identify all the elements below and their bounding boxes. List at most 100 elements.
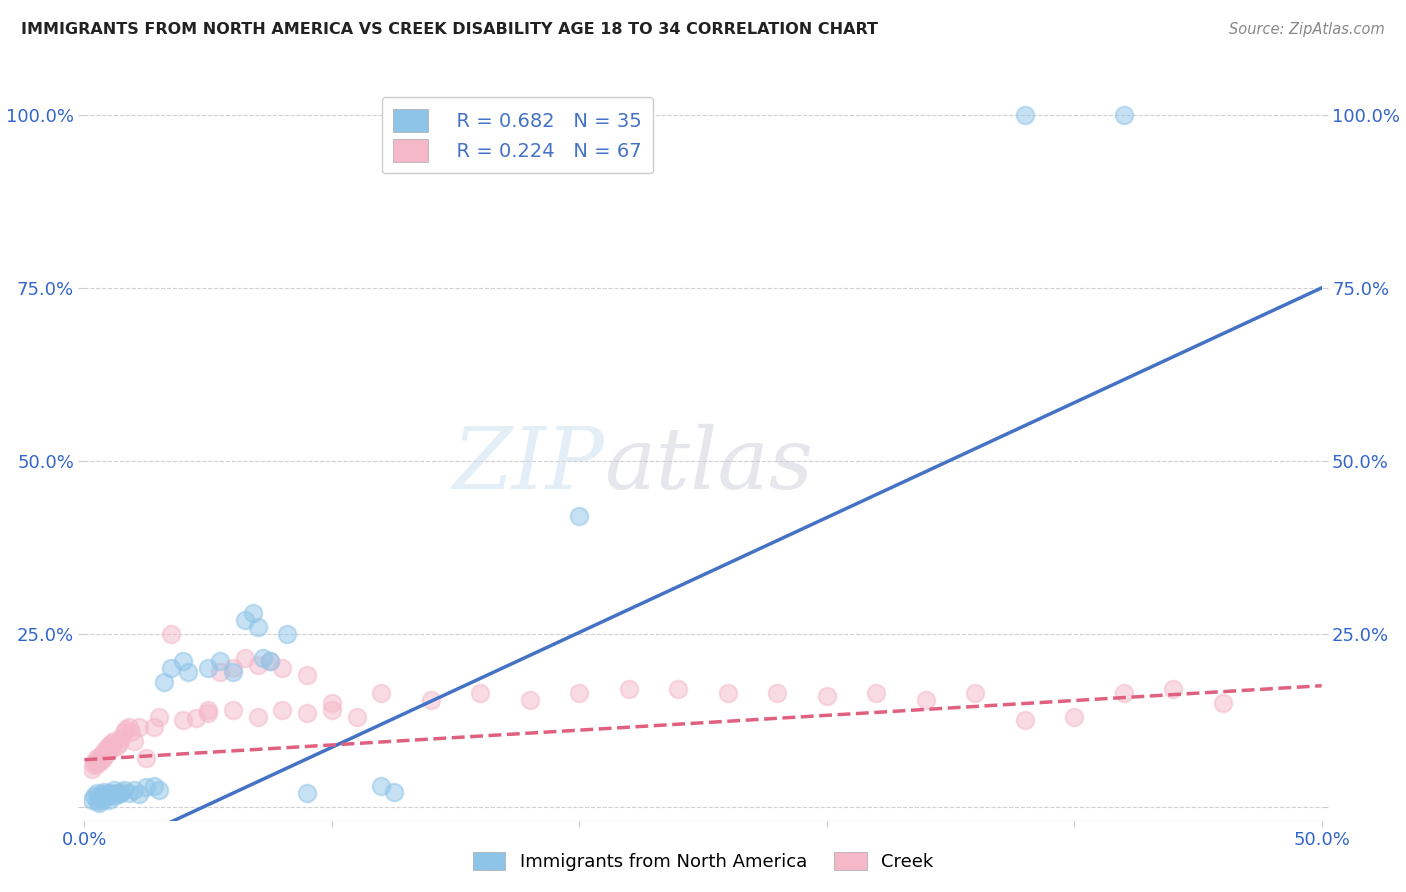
Point [252, 651, 274, 665]
Point [103, 782, 125, 797]
Point [222, 703, 245, 717]
Point [86, 786, 108, 800]
Point [83, 755, 105, 769]
Point [100, 741, 122, 756]
Point [89, 789, 111, 804]
Point [1212, 696, 1234, 710]
Point [148, 782, 170, 797]
Point [93, 744, 115, 758]
Point [295, 706, 318, 721]
Point [815, 689, 838, 703]
Point [370, 685, 392, 699]
Point [135, 751, 157, 765]
Point [382, 784, 405, 798]
Point [321, 696, 343, 710]
Point [233, 651, 256, 665]
Point [93, 784, 115, 798]
Point [276, 627, 298, 641]
Text: Source: ZipAtlas.com: Source: ZipAtlas.com [1229, 22, 1385, 37]
Point [98, 786, 121, 800]
Point [96, 741, 118, 756]
Point [271, 703, 294, 717]
Point [112, 782, 135, 797]
Point [128, 788, 150, 802]
Point [666, 682, 689, 697]
Point [160, 661, 183, 675]
Point [80, 762, 103, 776]
Point [108, 788, 131, 802]
Point [222, 661, 245, 675]
Point [105, 739, 128, 753]
Point [96, 746, 118, 760]
Point [246, 620, 269, 634]
Point [259, 655, 281, 669]
Point [118, 720, 141, 734]
Point [177, 665, 200, 679]
Point [93, 750, 115, 764]
Point [110, 731, 132, 745]
Point [83, 758, 105, 772]
Point [110, 784, 132, 798]
Point [1014, 108, 1036, 122]
Point [142, 720, 165, 734]
Point [100, 736, 122, 750]
Point [90, 747, 112, 762]
Point [519, 692, 541, 706]
Point [766, 685, 789, 699]
Point [89, 755, 111, 769]
Point [1063, 710, 1085, 724]
Point [135, 780, 157, 795]
Point [80, 793, 103, 807]
Point [295, 668, 318, 682]
Text: atlas: atlas [605, 424, 813, 507]
Point [321, 703, 343, 717]
Point [209, 655, 232, 669]
Point [86, 794, 108, 808]
Point [172, 714, 194, 728]
Legend: Immigrants from North America, Creek: Immigrants from North America, Creek [465, 845, 941, 879]
Point [419, 692, 441, 706]
Point [93, 791, 115, 805]
Point [160, 627, 183, 641]
Point [120, 725, 142, 739]
Point [865, 685, 887, 699]
Point [197, 703, 219, 717]
Point [197, 661, 219, 675]
Point [233, 613, 256, 627]
Point [108, 736, 131, 750]
Text: ZIP: ZIP [453, 424, 605, 507]
Point [295, 786, 318, 800]
Point [90, 788, 112, 802]
Point [89, 750, 111, 764]
Point [96, 789, 118, 804]
Point [86, 756, 108, 771]
Point [98, 744, 121, 758]
Point [1112, 108, 1135, 122]
Point [242, 606, 264, 620]
Point [83, 789, 105, 804]
Point [103, 734, 125, 748]
Legend:   R = 0.682   N = 35,   R = 0.224   N = 67: R = 0.682 N = 35, R = 0.224 N = 67 [381, 97, 654, 173]
Point [197, 706, 219, 721]
Point [86, 751, 108, 765]
Point [246, 657, 269, 672]
Point [568, 509, 591, 524]
Point [209, 665, 232, 679]
Point [259, 655, 281, 669]
Point [568, 685, 591, 699]
Point [90, 753, 112, 767]
Point [89, 797, 111, 811]
Point [118, 786, 141, 800]
Point [1161, 682, 1184, 697]
Point [1014, 714, 1036, 728]
Point [90, 793, 112, 807]
Point [122, 782, 145, 797]
Point [965, 685, 987, 699]
Point [148, 710, 170, 724]
Point [370, 779, 392, 793]
Point [617, 682, 640, 697]
Point [112, 725, 135, 739]
Point [115, 723, 138, 737]
Point [222, 665, 245, 679]
Point [103, 789, 125, 804]
